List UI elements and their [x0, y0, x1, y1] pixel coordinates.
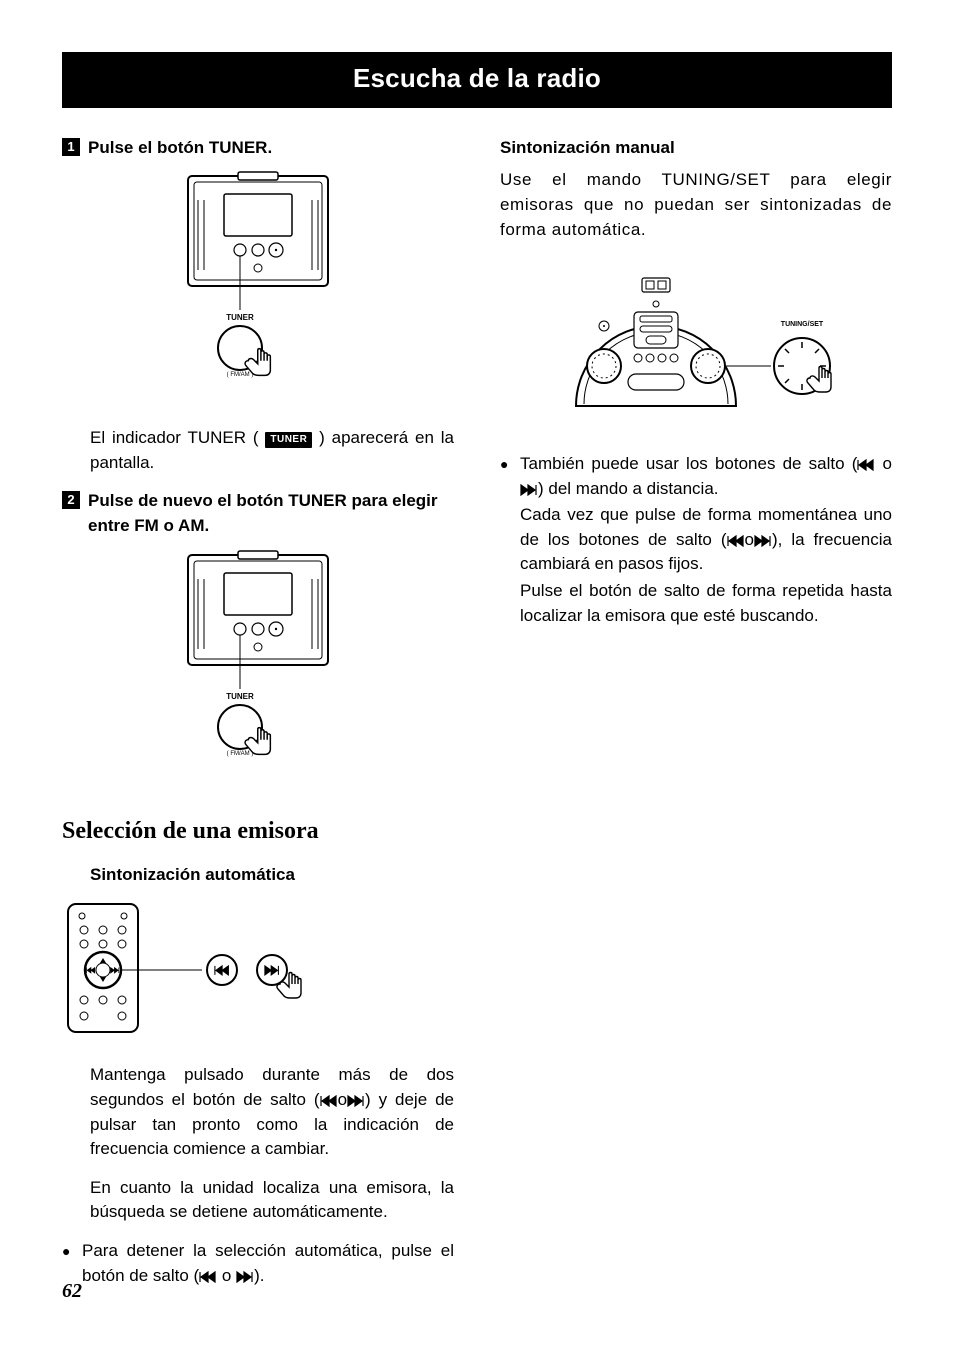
figure-remote-skip — [62, 898, 454, 1046]
skip-back-icon — [857, 459, 875, 471]
right-column: Sintonización manual Use el mando TUNING… — [500, 136, 892, 1299]
figure-device-tuner-1: TUNER ( FM/AM ) — [62, 170, 454, 408]
step-2: 2 Pulse de nuevo el botón TUNER para ele… — [62, 489, 454, 538]
two-column-layout: 1 Pulse el botón TUNER. — [62, 136, 892, 1299]
auto-bullet: ● Para detener la selección automática, … — [62, 1239, 454, 1288]
page-number: 62 — [62, 1277, 82, 1306]
auto-tuning-para-2: En cuanto la unidad localiza una emisora… — [90, 1176, 454, 1225]
top-dial-illustration: TUNING/SET — [546, 256, 846, 426]
svg-text:( FM/AM ): ( FM/AM ) — [227, 751, 254, 757]
device-illustration-2: TUNER ( FM/AM ) — [168, 549, 348, 779]
device-illustration-1: TUNER ( FM/AM ) — [168, 170, 348, 400]
svg-text:TUNING/SET: TUNING/SET — [781, 321, 824, 328]
manual-tuning-para: Use el mando TUNING/SET para elegir emis… — [500, 168, 892, 242]
page-title-bar: Escucha de la radio — [62, 52, 892, 108]
figure-device-tuner-2: TUNER ( FM/AM ) — [62, 549, 454, 787]
manual-tuning-heading: Sintonización manual — [500, 136, 892, 161]
step-2-text: Pulse de nuevo el botón TUNER para elegi… — [88, 489, 454, 538]
skip-fwd-icon — [754, 535, 772, 547]
skip-fwd-icon — [520, 484, 538, 496]
auto-tuning-para-1: Mantenga pulsado durante más de dos segu… — [90, 1063, 454, 1162]
remote-illustration — [62, 898, 322, 1038]
svg-text:( FM/AM ): ( FM/AM ) — [227, 372, 254, 378]
step-1-result: El indicador TUNER ( TUNER ) aparecerá e… — [90, 426, 454, 475]
step-num-2: 2 — [62, 491, 80, 509]
svg-text:TUNER: TUNER — [226, 692, 254, 701]
skip-fwd-icon — [236, 1271, 254, 1283]
tuner-label: TUNER — [226, 313, 254, 322]
left-column: 1 Pulse el botón TUNER. — [62, 136, 454, 1299]
section-heading: Selección de una emisora — [62, 814, 454, 849]
manual-bullet-tail: Pulse el botón de salto de forma repetid… — [520, 579, 892, 628]
page-title: Escucha de la radio — [353, 63, 601, 93]
bullet-icon: ● — [500, 452, 510, 642]
skip-fwd-icon — [347, 1095, 365, 1107]
step-1: 1 Pulse el botón TUNER. — [62, 136, 454, 161]
skip-back-icon — [320, 1095, 338, 1107]
tuner-badge-icon: TUNER — [265, 432, 312, 449]
skip-back-icon — [727, 535, 745, 547]
step-num-1: 1 — [62, 138, 80, 156]
manual-bullet: ● También puede usar los botones de salt… — [500, 452, 892, 642]
step-1-text: Pulse el botón TUNER. — [88, 136, 454, 161]
auto-tuning-heading: Sintonización automática — [90, 863, 454, 888]
figure-top-dial: TUNING/SET — [500, 256, 892, 434]
skip-back-icon — [199, 1271, 217, 1283]
